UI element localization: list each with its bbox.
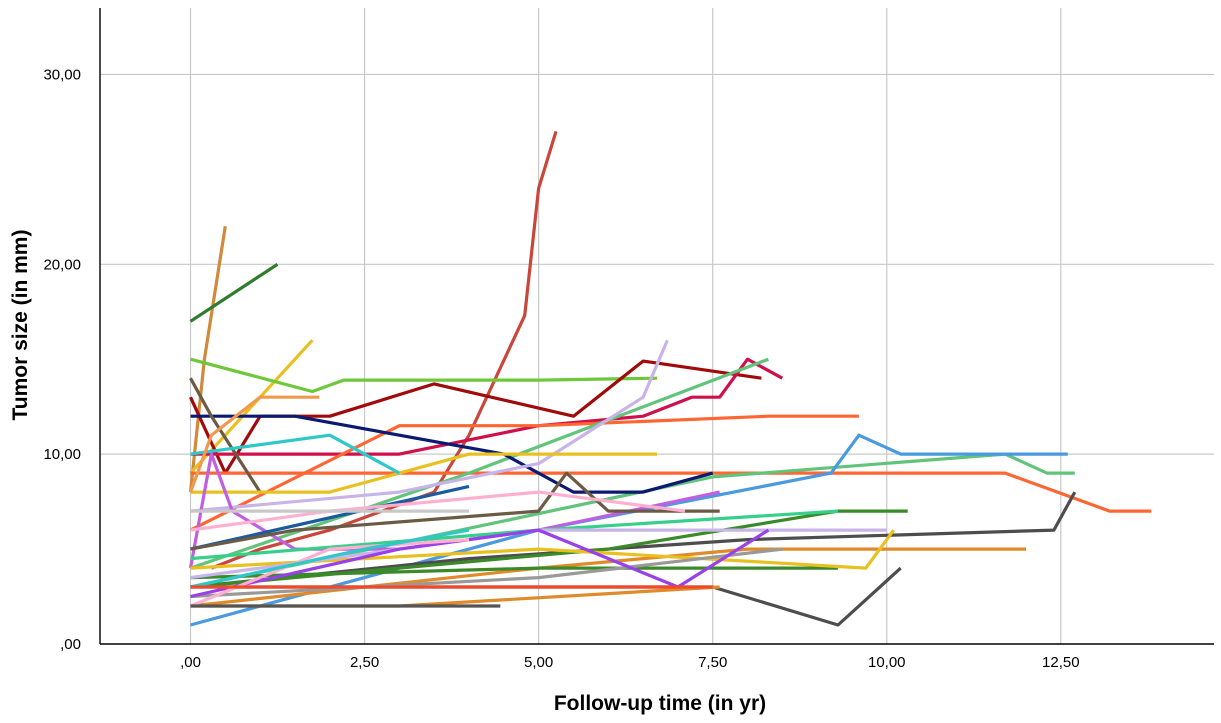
y-axis-title: Tumor size (in mm) xyxy=(9,230,32,421)
x-axis-title: Follow-up time (in yr) xyxy=(554,692,766,715)
y-tick-label: 10,00 xyxy=(43,446,81,463)
series-line-5 xyxy=(190,357,658,394)
series-line-6 xyxy=(189,359,762,475)
series-line-7 xyxy=(190,357,784,456)
x-tick-label: 10,00 xyxy=(868,654,906,671)
series-line-1 xyxy=(210,130,558,570)
series-line-25 xyxy=(190,566,838,580)
y-tick-label: 20,00 xyxy=(43,256,81,273)
x-tick-label: 12,50 xyxy=(1042,654,1080,671)
y-tick-label: 30,00 xyxy=(43,66,81,83)
axes xyxy=(99,8,1214,645)
series-line-10 xyxy=(189,357,769,570)
series-line-13 xyxy=(190,414,714,494)
series-line-31 xyxy=(190,471,720,551)
series-line-2 xyxy=(188,226,227,493)
series-line-17 xyxy=(190,339,669,513)
series-line-21 xyxy=(190,433,401,475)
series-line-37 xyxy=(190,528,470,589)
series-line-29 xyxy=(190,547,783,599)
series-line-8 xyxy=(189,414,859,532)
x-tick-label: 7,50 xyxy=(698,654,727,671)
series-line-14 xyxy=(190,491,1077,589)
x-tick-label: 5,00 xyxy=(524,654,553,671)
series-line-9 xyxy=(190,471,1152,513)
x-tick-label: ,00 xyxy=(180,654,201,671)
series-line-33 xyxy=(188,395,320,493)
series-lines xyxy=(188,130,1152,627)
series-line-20 xyxy=(190,484,470,551)
series-line-30 xyxy=(190,528,770,599)
series-line-3 xyxy=(189,262,279,323)
x-tick-label: 2,50 xyxy=(350,654,379,671)
y-tick-label: ,00 xyxy=(60,636,81,653)
series-line-32 xyxy=(190,490,686,532)
tick-labels: ,00 10,00 20,00 30,00 ,00 2,50 5,00 7,50 10,00 12… xyxy=(43,66,1079,671)
series-line-16 xyxy=(189,377,262,493)
